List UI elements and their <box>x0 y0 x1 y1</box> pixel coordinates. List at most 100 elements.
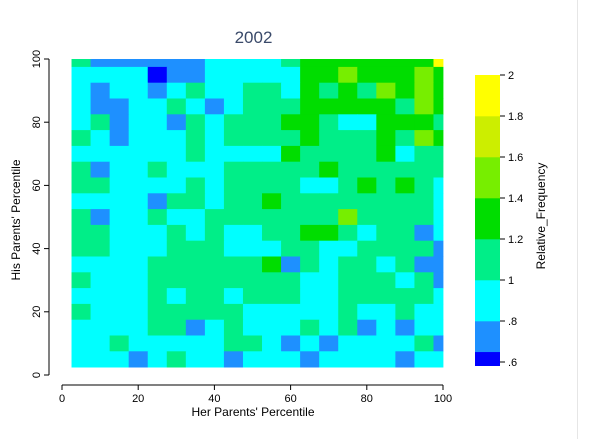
heatmap-cell <box>223 272 244 289</box>
heatmap-cell <box>262 59 282 68</box>
heatmap-cell <box>223 335 244 352</box>
heatmap-cell <box>281 193 301 210</box>
heatmap-cell <box>166 59 187 68</box>
heatmap-cell <box>109 209 130 226</box>
heatmap-cell <box>433 209 444 226</box>
heatmap-cell <box>376 319 396 336</box>
heatmap-cell <box>395 335 415 352</box>
heatmap-cell <box>319 256 339 273</box>
heatmap-cell <box>338 130 358 147</box>
heatmap-cell <box>357 82 377 99</box>
colorbar: .6 .8 1 1.2 1.4 1.6 1.8 2 <box>475 70 523 369</box>
heatmap-cell <box>223 209 244 226</box>
heatmap-cell <box>204 130 225 147</box>
colorbar-swatch <box>475 198 500 240</box>
heatmap-cell <box>300 82 320 99</box>
heatmap-cell <box>281 130 301 147</box>
heatmap-cell <box>71 114 91 131</box>
heatmap-cell <box>433 177 444 194</box>
heatmap-cell <box>223 161 244 178</box>
heatmap-cell <box>204 98 225 115</box>
heatmap-cell <box>357 256 377 273</box>
heatmap-cell <box>109 303 130 321</box>
heatmap-cell <box>128 193 149 210</box>
heatmap-cell <box>128 98 149 115</box>
heatmap-cell <box>319 193 339 210</box>
heatmap-cell <box>262 193 282 210</box>
heatmap-cell <box>300 114 320 131</box>
heatmap-cell <box>414 288 434 305</box>
heatmap-cell <box>90 351 111 368</box>
heatmap-cell <box>433 256 444 273</box>
heatmap-cell <box>357 351 377 368</box>
heatmap-cell <box>357 288 377 305</box>
heatmap-cell <box>128 82 149 99</box>
heatmap-cell <box>319 114 339 131</box>
heatmap-cell <box>147 288 168 305</box>
heatmap-cell <box>90 98 111 115</box>
heatmap-cell <box>433 98 444 115</box>
heatmap-cell <box>242 193 263 210</box>
heatmap-cell <box>338 193 358 210</box>
heatmap-cell <box>376 161 396 178</box>
heatmap-cell <box>147 240 168 257</box>
heatmap-cell <box>414 303 434 321</box>
heatmap-cell <box>128 145 149 163</box>
heatmap-cell <box>128 272 149 289</box>
heatmap-cell <box>414 82 434 99</box>
heatmap-cell <box>185 161 206 178</box>
heatmap-cell <box>262 335 282 352</box>
y-tick-label: 20 <box>31 306 43 318</box>
heatmap-cell <box>414 114 434 131</box>
heatmap-cell <box>90 256 111 273</box>
heatmap-cell <box>338 59 358 68</box>
heatmap-cell <box>128 303 149 321</box>
heatmap-cell <box>376 145 396 163</box>
heatmap-cell <box>395 193 415 210</box>
heatmap-cell <box>338 82 358 99</box>
heatmap-cell <box>338 288 358 305</box>
heatmap-cell <box>185 59 206 68</box>
heatmap-cell <box>376 335 396 352</box>
y-tick-label: 100 <box>31 50 43 68</box>
axes: 0 20 40 60 80 100 0 20 40 60 80 100 <box>31 50 452 405</box>
heatmap-cell <box>433 272 444 289</box>
colorbar-swatch <box>475 280 500 322</box>
heatmap-cell <box>395 130 415 147</box>
heatmap-cell <box>166 98 187 115</box>
heatmap-cell <box>433 66 444 84</box>
heatmap-cell <box>166 272 187 289</box>
heatmap-cell <box>281 224 301 242</box>
heatmap-cell <box>71 288 91 305</box>
heatmap-cell <box>281 272 301 289</box>
heatmap-cell <box>147 66 168 84</box>
heatmap-cell <box>128 209 149 226</box>
heatmap-cell <box>433 130 444 147</box>
heatmap-cell <box>262 177 282 194</box>
heatmap-cell <box>71 177 91 194</box>
heatmap-cell <box>262 256 282 273</box>
heatmap-cell <box>90 66 111 84</box>
heatmap-cell <box>433 303 444 321</box>
heatmap-cell <box>109 351 130 368</box>
heatmap-cell <box>147 114 168 131</box>
heatmap-cell <box>109 82 130 99</box>
heatmap-cell <box>433 335 444 352</box>
heatmap-cell <box>395 224 415 242</box>
colorbar-tick-label: 2 <box>508 70 514 82</box>
heatmap-cell <box>281 59 301 68</box>
heatmap-cell <box>242 224 263 242</box>
colorbar-tick-label: .8 <box>508 316 517 328</box>
x-tick-label: 0 <box>59 393 65 405</box>
heatmap-cell <box>376 66 396 84</box>
heatmap-cell <box>204 59 225 68</box>
heatmap-cell <box>414 59 434 68</box>
heatmap-cell <box>281 114 301 131</box>
heatmap-cell <box>338 319 358 336</box>
heatmap-cell <box>166 82 187 99</box>
x-axis-label: Her Parents' Percentile <box>191 405 314 419</box>
heatmap-cell <box>395 319 415 336</box>
heatmap-cell <box>262 130 282 147</box>
heatmap-cell <box>204 66 225 84</box>
